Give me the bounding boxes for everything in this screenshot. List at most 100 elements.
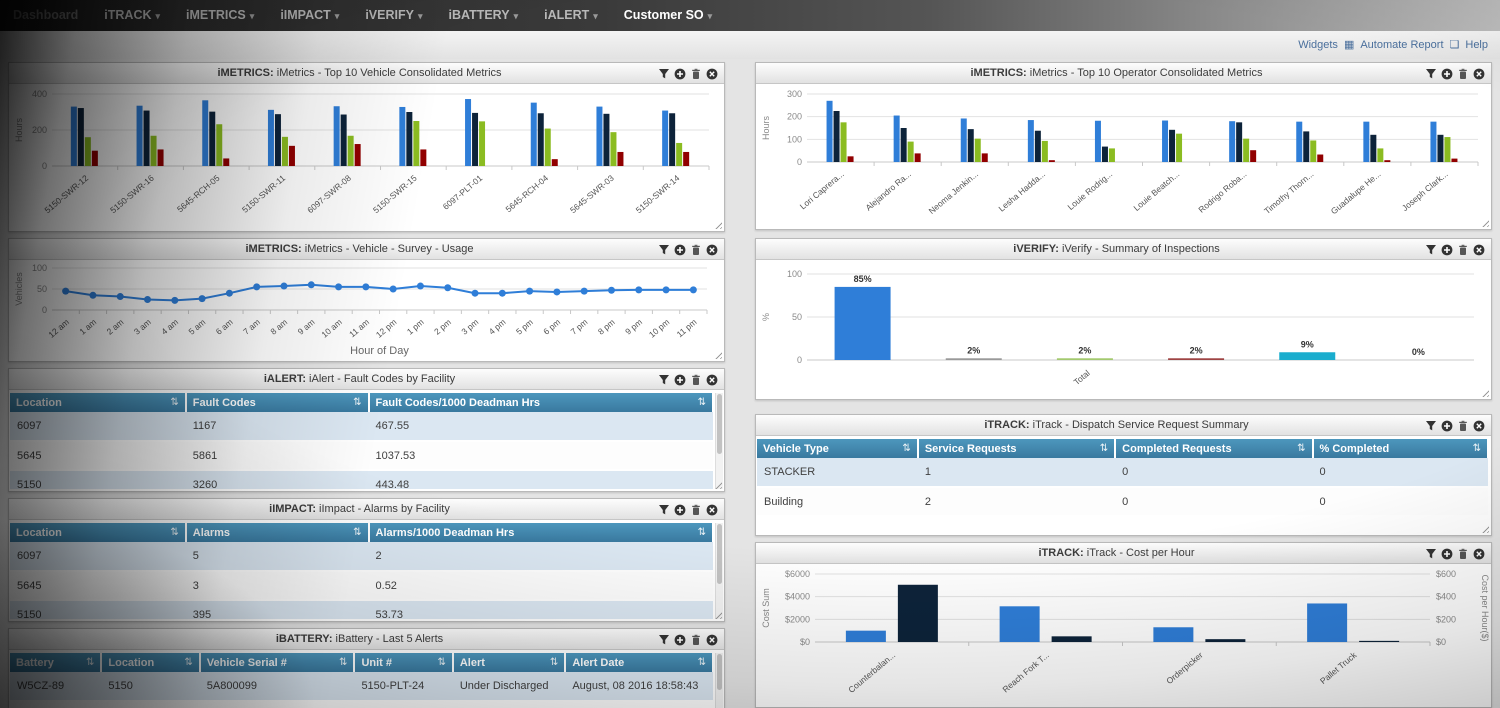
widget-title: iVERIFY: iVerify - Summary of Inspection…	[1013, 243, 1220, 255]
filter-icon[interactable]	[658, 503, 670, 515]
add-icon[interactable]	[1441, 547, 1453, 560]
svg-text:2%: 2%	[1078, 345, 1091, 355]
column-header[interactable]: ⇅ Alert	[452, 653, 567, 672]
widget-header[interactable]: iBATTERY: iBattery - Last 5 Alerts	[9, 629, 724, 650]
trash-icon[interactable]	[1457, 419, 1469, 431]
column-header[interactable]: ⇅ Alarms	[185, 523, 370, 542]
column-header[interactable]: ⇅ Fault Codes/1000 Deadman Hrs	[368, 393, 714, 412]
filter-icon[interactable]	[1425, 547, 1437, 559]
table-cell: 53.73	[368, 600, 713, 619]
column-header[interactable]: ⇅ Location	[10, 523, 187, 542]
add-icon[interactable]	[674, 633, 686, 646]
close-icon[interactable]	[706, 633, 718, 646]
trash-icon[interactable]	[690, 67, 702, 79]
scrollbar[interactable]	[715, 393, 723, 489]
add-icon[interactable]	[674, 503, 686, 516]
help-link[interactable]: Help	[1465, 38, 1488, 51]
sort-icon[interactable]: ⇅	[437, 656, 446, 668]
widget-header[interactable]: iIMPACT: iImpact - Alarms by Facility	[9, 499, 724, 520]
svg-text:$2000: $2000	[785, 614, 810, 624]
sort-icon[interactable]: ⇅	[339, 656, 348, 668]
nav-item-ialert[interactable]: iALERT ▾	[544, 8, 598, 22]
widget-header[interactable]: iALERT: iAlert - Fault Codes by Facility	[9, 369, 724, 390]
nav-item-iimpact[interactable]: iIMPACT ▾	[280, 8, 340, 22]
scrollbar[interactable]	[715, 653, 723, 708]
add-icon[interactable]	[674, 373, 686, 386]
trash-icon[interactable]	[690, 243, 702, 255]
trash-icon[interactable]	[690, 633, 702, 645]
add-icon[interactable]	[1441, 243, 1453, 256]
sort-icon[interactable]: ⇅	[353, 396, 362, 408]
column-header[interactable]: ⇅ Location	[10, 393, 187, 412]
widget-header[interactable]: iTRACK: iTrack - Dispatch Service Reques…	[756, 415, 1491, 436]
add-icon[interactable]	[674, 243, 686, 256]
close-icon[interactable]	[706, 373, 718, 386]
column-header[interactable]: ⇅ Vehicle Serial #	[199, 653, 356, 672]
sort-icon[interactable]: ⇅	[170, 526, 179, 538]
close-icon[interactable]	[1473, 243, 1485, 256]
trash-icon[interactable]	[1457, 67, 1469, 79]
widgets-grid-icon[interactable]: ▦	[1343, 39, 1355, 51]
nav-item-dashboard[interactable]: Dashboard	[13, 8, 79, 22]
add-icon[interactable]	[1441, 419, 1453, 432]
filter-icon[interactable]	[658, 373, 670, 385]
nav-item-iverify[interactable]: iVERIFY ▾	[365, 8, 423, 22]
scrollbar[interactable]	[715, 523, 723, 619]
sort-icon[interactable]: ⇅	[902, 442, 911, 454]
sort-icon[interactable]: ⇅	[697, 656, 706, 668]
trash-icon[interactable]	[1457, 243, 1469, 255]
filter-icon[interactable]	[658, 633, 670, 645]
filter-icon[interactable]	[1425, 419, 1437, 431]
widget-header[interactable]: iTRACK: iTrack - Cost per Hour	[756, 543, 1491, 564]
column-header[interactable]: ⇅ Alarms/1000 Deadman Hrs	[368, 523, 714, 542]
column-header[interactable]: ⇅ Fault Codes	[185, 393, 370, 412]
sort-icon[interactable]: ⇅	[697, 526, 706, 538]
column-header[interactable]: ⇅ Unit #	[354, 653, 454, 672]
sort-icon[interactable]: ⇅	[1472, 442, 1481, 454]
close-icon[interactable]	[1473, 419, 1485, 432]
svg-text:5 pm: 5 pm	[514, 317, 535, 337]
sort-icon[interactable]: ⇅	[170, 396, 179, 408]
column-header[interactable]: ⇅ Alert Date	[565, 653, 714, 672]
close-icon[interactable]	[1473, 547, 1485, 560]
trash-icon[interactable]	[690, 503, 702, 515]
close-icon[interactable]	[1473, 67, 1485, 80]
sort-icon[interactable]: ⇅	[184, 656, 193, 668]
column-header[interactable]: ⇅ Battery	[10, 653, 103, 672]
column-header[interactable]: ⇅ Service Requests	[917, 439, 1117, 458]
filter-icon[interactable]	[658, 243, 670, 255]
nav-item-customer-so[interactable]: Customer SO ▾	[623, 8, 713, 22]
nav-item-imetrics[interactable]: iMETRICS ▾	[186, 8, 255, 22]
close-icon[interactable]	[706, 503, 718, 516]
filter-icon[interactable]	[1425, 67, 1437, 79]
report-icon[interactable]: ❏	[1449, 39, 1460, 51]
widget-header[interactable]: iMETRICS: iMetrics - Top 10 Operator Con…	[756, 63, 1491, 84]
close-icon[interactable]	[706, 243, 718, 256]
sort-icon[interactable]: ⇅	[85, 656, 95, 668]
close-icon[interactable]	[706, 67, 718, 80]
column-header[interactable]: ⇅ Vehicle Type	[757, 439, 919, 458]
widget-header[interactable]: iMETRICS: iMetrics - Vehicle - Survey - …	[9, 239, 724, 260]
widget-title: iBATTERY: iBattery - Last 5 Alerts	[275, 633, 444, 645]
add-icon[interactable]	[674, 67, 686, 80]
automate-report-link[interactable]: Automate Report	[1360, 38, 1444, 51]
sort-icon[interactable]: ⇅	[697, 396, 706, 408]
widget-header[interactable]: iVERIFY: iVerify - Summary of Inspection…	[756, 239, 1491, 260]
trash-icon[interactable]	[690, 373, 702, 385]
nav-item-ibattery[interactable]: iBATTERY ▾	[448, 8, 519, 22]
trash-icon[interactable]	[1457, 547, 1469, 559]
sort-icon[interactable]: ⇅	[1099, 442, 1109, 454]
sort-icon[interactable]: ⇅	[353, 526, 362, 538]
widgets-link[interactable]: Widgets	[1298, 38, 1338, 51]
sort-icon[interactable]: ⇅	[549, 656, 559, 668]
svg-text:9 am: 9 am	[296, 317, 317, 337]
filter-icon[interactable]	[658, 67, 670, 79]
column-header[interactable]: ⇅% Completed	[1312, 439, 1489, 458]
filter-icon[interactable]	[1425, 243, 1437, 255]
widget-header[interactable]: iMETRICS: iMetrics - Top 10 Vehicle Cons…	[9, 63, 724, 84]
column-header[interactable]: ⇅ Location	[101, 653, 201, 672]
column-header[interactable]: ⇅ Completed Requests	[1115, 439, 1314, 458]
nav-item-itrack[interactable]: iTRACK ▾	[104, 8, 161, 22]
sort-icon[interactable]: ⇅	[1297, 442, 1306, 454]
add-icon[interactable]	[1441, 67, 1453, 80]
